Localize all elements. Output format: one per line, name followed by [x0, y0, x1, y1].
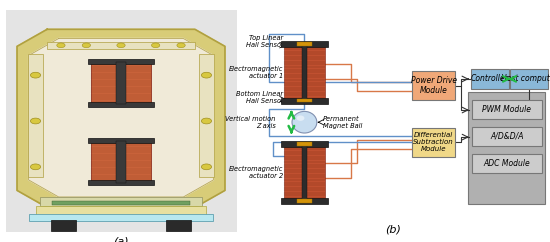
Text: Electromagnetic
actuator 1: Electromagnetic actuator 1 [229, 66, 284, 79]
FancyBboxPatch shape [297, 142, 312, 146]
Circle shape [151, 43, 160, 48]
Text: Electromagnetic
actuator 2: Electromagnetic actuator 2 [229, 166, 284, 179]
Text: PWM Module: PWM Module [482, 105, 531, 114]
Text: Differential
Subtraction
Module: Differential Subtraction Module [414, 133, 454, 152]
FancyBboxPatch shape [116, 141, 126, 182]
FancyBboxPatch shape [116, 62, 126, 104]
Circle shape [201, 118, 212, 124]
Circle shape [30, 72, 41, 78]
FancyBboxPatch shape [40, 197, 202, 206]
FancyBboxPatch shape [472, 127, 542, 146]
Text: (a): (a) [113, 236, 129, 242]
FancyBboxPatch shape [510, 69, 548, 89]
FancyBboxPatch shape [87, 102, 155, 106]
Polygon shape [17, 29, 225, 207]
FancyBboxPatch shape [36, 206, 206, 215]
FancyBboxPatch shape [472, 154, 542, 173]
FancyBboxPatch shape [6, 10, 236, 232]
FancyBboxPatch shape [412, 71, 455, 100]
Circle shape [30, 118, 41, 124]
FancyBboxPatch shape [199, 54, 214, 177]
FancyBboxPatch shape [297, 42, 312, 46]
FancyBboxPatch shape [471, 69, 509, 89]
FancyBboxPatch shape [472, 100, 542, 119]
Text: ADC Module: ADC Module [483, 159, 530, 168]
FancyBboxPatch shape [281, 198, 328, 204]
FancyBboxPatch shape [284, 44, 326, 101]
FancyBboxPatch shape [87, 60, 155, 64]
Circle shape [82, 43, 91, 48]
Text: Bottom Linear
Hall Sensor: Bottom Linear Hall Sensor [236, 91, 284, 104]
FancyBboxPatch shape [469, 92, 546, 204]
Circle shape [201, 72, 212, 78]
FancyBboxPatch shape [302, 44, 307, 101]
Polygon shape [29, 38, 213, 197]
Text: Permanent
Magnet Ball: Permanent Magnet Ball [323, 116, 362, 129]
FancyBboxPatch shape [281, 98, 328, 104]
FancyBboxPatch shape [302, 144, 307, 201]
Text: Host computer: Host computer [501, 75, 550, 83]
FancyBboxPatch shape [52, 201, 190, 205]
FancyBboxPatch shape [91, 62, 151, 104]
Text: Controller: Controller [471, 75, 509, 83]
FancyBboxPatch shape [166, 220, 191, 231]
FancyBboxPatch shape [87, 180, 155, 185]
Text: Power Drive
Module: Power Drive Module [411, 76, 457, 95]
Text: (b): (b) [386, 225, 401, 234]
Text: Vertical motion
Z axis: Vertical motion Z axis [226, 116, 276, 129]
Ellipse shape [296, 115, 305, 121]
FancyBboxPatch shape [297, 99, 312, 102]
Text: A/D&D/A: A/D&D/A [490, 132, 524, 141]
Text: Top Linear
Hall Sensor: Top Linear Hall Sensor [246, 35, 284, 48]
FancyBboxPatch shape [87, 138, 155, 143]
Circle shape [30, 164, 41, 170]
Circle shape [177, 43, 185, 48]
FancyBboxPatch shape [91, 141, 151, 182]
Ellipse shape [292, 111, 317, 133]
Circle shape [201, 164, 212, 170]
FancyBboxPatch shape [281, 41, 328, 47]
FancyBboxPatch shape [297, 199, 312, 203]
FancyBboxPatch shape [281, 141, 328, 147]
Circle shape [57, 43, 65, 48]
Circle shape [117, 43, 125, 48]
FancyBboxPatch shape [284, 144, 326, 201]
FancyBboxPatch shape [28, 54, 43, 177]
FancyBboxPatch shape [412, 128, 455, 157]
FancyBboxPatch shape [29, 214, 213, 220]
FancyBboxPatch shape [51, 220, 76, 231]
FancyBboxPatch shape [47, 42, 195, 49]
